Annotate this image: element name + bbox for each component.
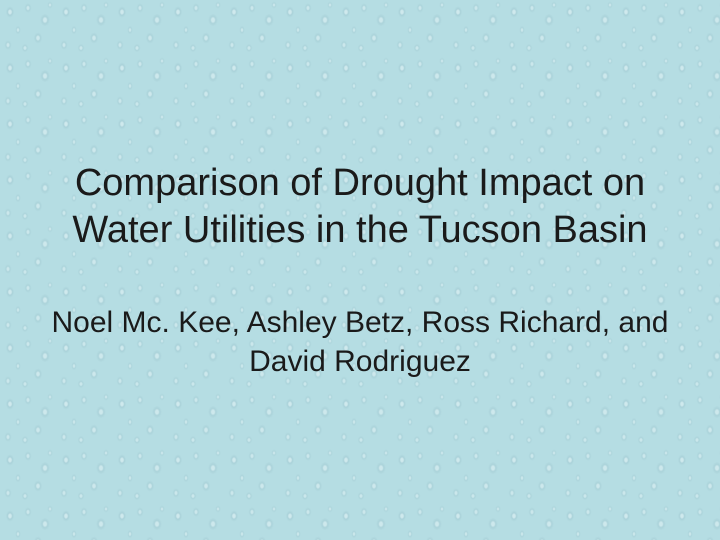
slide-authors: Noel Mc. Kee, Ashley Betz, Ross Richard,… xyxy=(48,303,672,381)
slide-title: Comparison of Drought Impact on Water Ut… xyxy=(48,160,672,255)
slide-body: Comparison of Drought Impact on Water Ut… xyxy=(0,0,720,540)
